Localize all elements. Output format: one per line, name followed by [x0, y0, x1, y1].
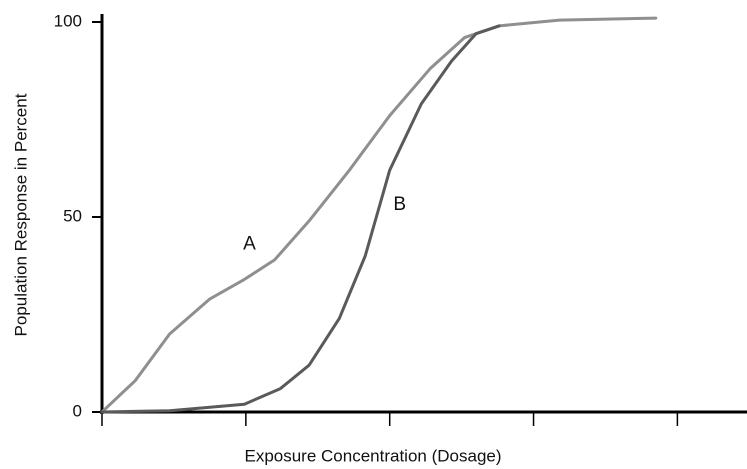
y-tick-label: 0: [73, 401, 82, 420]
y-axis-label: Population Response in Percent: [11, 93, 30, 336]
curve-label: B: [393, 194, 406, 215]
curve: [100, 24, 501, 414]
y-tick-label: 100: [54, 11, 82, 30]
curve: [100, 16, 658, 414]
x-axis-label: Exposure Concentration (Dosage): [244, 446, 501, 465]
y-tick-label: 50: [63, 206, 82, 225]
curve-label: A: [243, 233, 256, 254]
